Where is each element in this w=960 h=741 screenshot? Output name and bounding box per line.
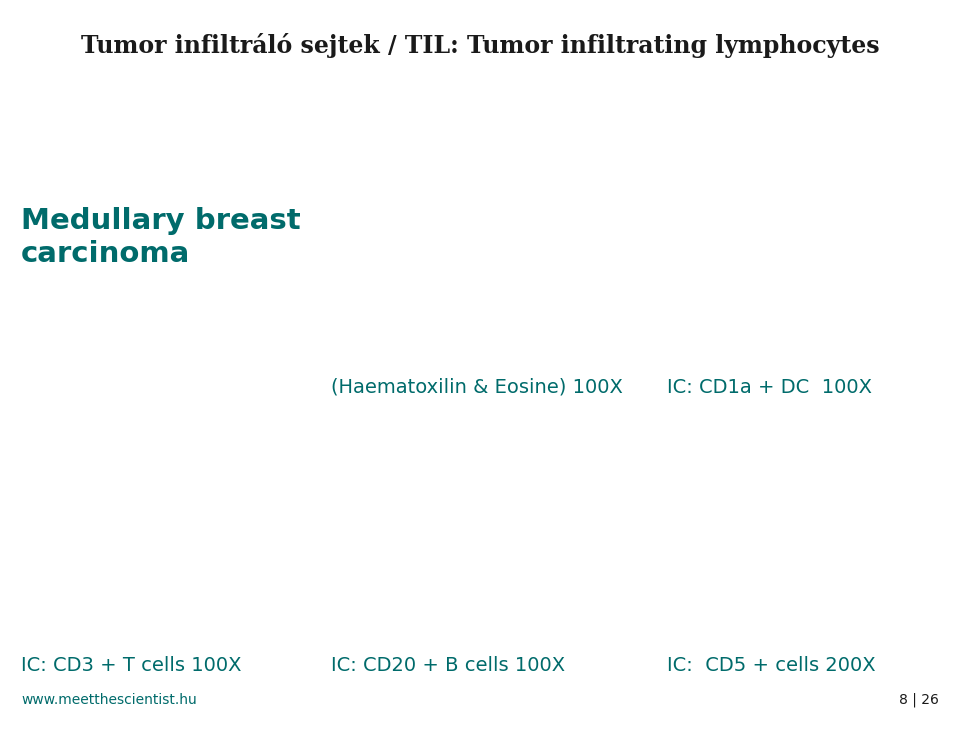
Text: Tumor infiltráló sejtek / TIL: Tumor infiltrating lymphocytes: Tumor infiltráló sejtek / TIL: Tumor inf… xyxy=(81,33,879,59)
Text: 8 | 26: 8 | 26 xyxy=(899,693,939,708)
Text: IC: CD20 + B cells 100X: IC: CD20 + B cells 100X xyxy=(331,656,565,675)
Text: IC: CD1a + DC  100X: IC: CD1a + DC 100X xyxy=(667,378,873,397)
Text: IC:  CD5 + cells 200X: IC: CD5 + cells 200X xyxy=(667,656,876,675)
Text: IC: CD3 + T cells 100X: IC: CD3 + T cells 100X xyxy=(21,656,242,675)
Text: www.meetthescientist.hu: www.meetthescientist.hu xyxy=(21,693,197,707)
Text: (Haematoxilin & Eosine) 100X: (Haematoxilin & Eosine) 100X xyxy=(331,378,623,397)
Text: Medullary breast
carcinoma: Medullary breast carcinoma xyxy=(21,207,300,268)
